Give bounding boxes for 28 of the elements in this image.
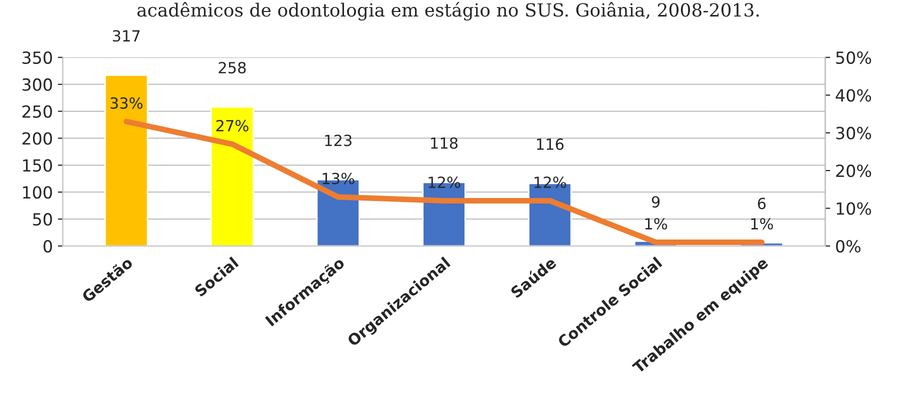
- y-tick-label: 150: [23, 159, 52, 172]
- y-tick-label: 50: [33, 213, 52, 226]
- bar: [210, 106, 254, 246]
- y-tick-label: 200: [22, 132, 52, 145]
- y-tick-label: 300: [22, 78, 52, 91]
- data-label: 9: [652, 196, 660, 208]
- y2-tick-label: 10%: [836, 202, 872, 215]
- bar: [104, 74, 148, 246]
- data-label: 1%: [751, 218, 773, 230]
- data-label: 27%: [216, 120, 248, 132]
- y2-tick-label: 0%: [836, 240, 860, 253]
- y-tick-label: 250: [22, 105, 52, 118]
- data-label: 317: [112, 30, 140, 42]
- chart-title: acadêmicos de odontologia em estágio no SUS. Goiânia, 2008-2013.: [137, 2, 759, 21]
- data-label: 258: [218, 62, 246, 74]
- data-label: 1%: [645, 218, 668, 230]
- y2-tick-label: 20%: [836, 164, 872, 178]
- y2-tick-label: 30%: [836, 126, 872, 140]
- y-tick-label: 350: [22, 51, 52, 64]
- y-tick-label: 0: [44, 240, 52, 253]
- data-label: 6: [758, 198, 766, 210]
- y2-tick-label: 50%: [836, 51, 872, 64]
- data-label: 118: [431, 137, 458, 149]
- data-label: 116: [537, 138, 564, 150]
- data-label: 123: [325, 134, 352, 146]
- data-label: 33%: [110, 97, 142, 109]
- y2-tick-label: 40%: [836, 89, 872, 102]
- y-tick-label: 100: [23, 186, 52, 199]
